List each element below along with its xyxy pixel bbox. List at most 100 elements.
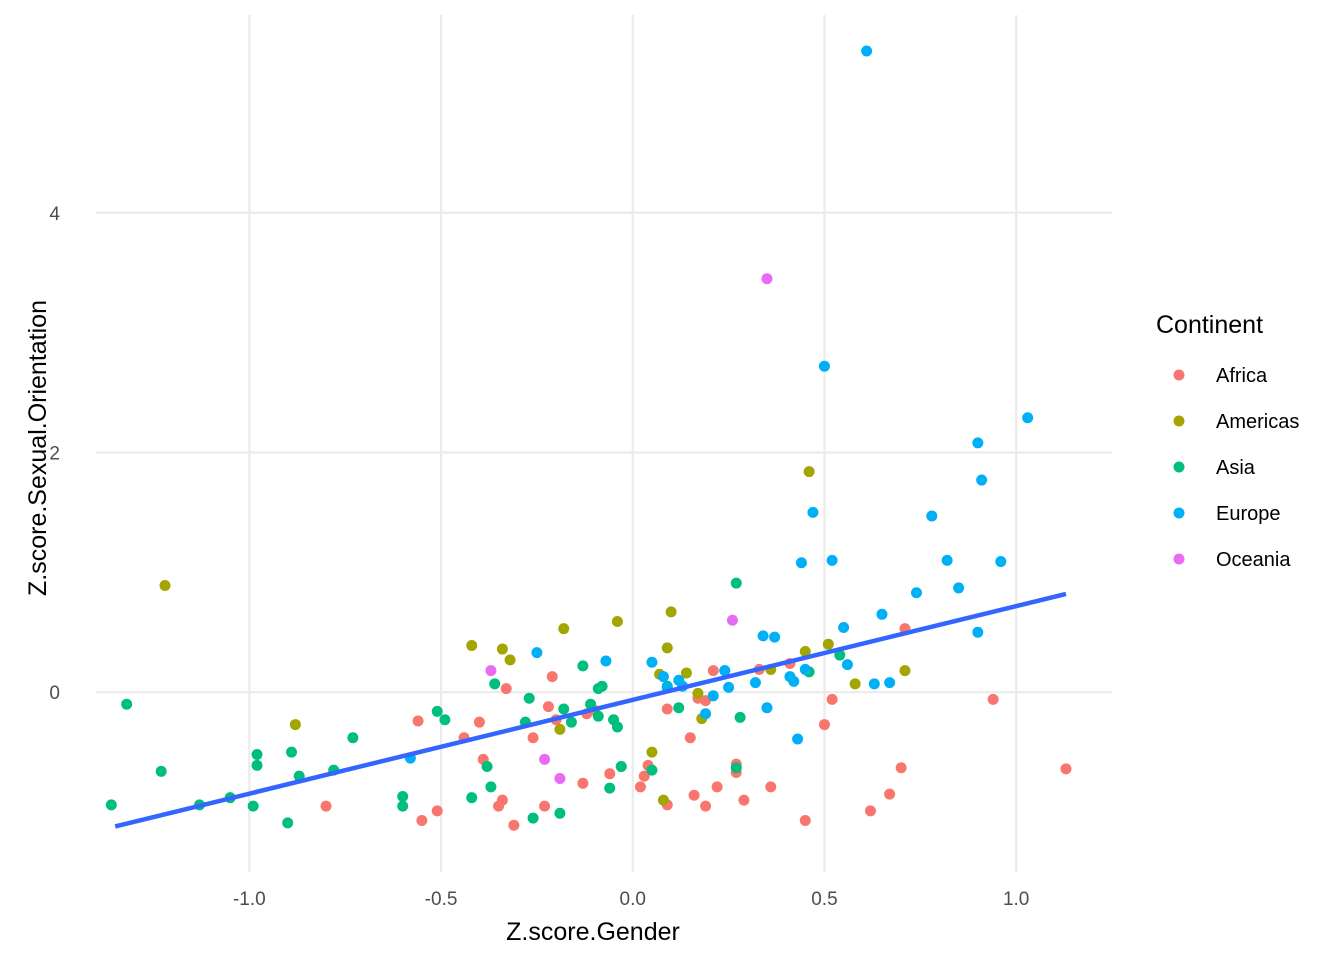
point-europe (926, 510, 938, 522)
point-asia (347, 732, 359, 744)
data-points (105, 45, 1072, 831)
point-africa (895, 762, 907, 774)
point-oceania (539, 753, 551, 765)
point-africa (604, 768, 616, 780)
point-africa (527, 732, 539, 744)
point-africa (634, 781, 646, 793)
point-africa (473, 716, 485, 728)
point-americas (496, 643, 508, 655)
point-africa (684, 732, 696, 744)
point-europe (749, 677, 761, 689)
point-asia (105, 799, 117, 811)
point-europe (646, 656, 658, 668)
point-asia (734, 711, 746, 723)
point-europe (841, 659, 853, 671)
point-asia (282, 817, 294, 829)
legend-key-africa (1173, 369, 1185, 381)
point-africa (542, 701, 554, 713)
point-americas (159, 580, 171, 592)
regression-line (114, 591, 1067, 829)
point-asia (485, 781, 497, 793)
point-africa (416, 814, 428, 826)
point-asia (615, 761, 627, 773)
point-africa (496, 794, 508, 806)
point-europe (910, 587, 922, 599)
point-africa (661, 703, 673, 715)
x-tick-label: 0.5 (811, 889, 837, 910)
point-asia (251, 749, 263, 761)
point-africa (826, 693, 838, 705)
point-asia (646, 764, 658, 776)
point-americas (665, 606, 677, 618)
point-europe (723, 681, 735, 693)
point-europe (799, 663, 811, 675)
point-asia (439, 714, 451, 726)
point-asia (431, 705, 443, 717)
point-europe (761, 702, 773, 714)
point-asia (596, 680, 608, 692)
point-europe (972, 626, 984, 638)
legend-items: Africa Americas Asia Europe Oceania (1173, 365, 1299, 571)
point-asia (558, 703, 570, 715)
legend-label-oceania: Oceania (1216, 549, 1291, 571)
point-asia (611, 721, 623, 733)
legend-label-europe: Europe (1216, 503, 1281, 525)
point-asia (523, 692, 535, 704)
point-asia (730, 762, 742, 774)
point-europe (995, 556, 1007, 568)
legend-key-oceania (1173, 553, 1185, 565)
point-asia (585, 698, 597, 710)
point-asia (554, 807, 566, 819)
point-asia (466, 792, 478, 804)
point-africa (987, 693, 999, 705)
point-africa (799, 814, 811, 826)
point-europe (707, 690, 719, 702)
y-tick-label: 0 (49, 683, 60, 704)
point-americas (289, 719, 301, 731)
point-africa (638, 770, 650, 782)
point-americas (822, 638, 834, 650)
point-europe (953, 582, 965, 594)
point-europe (826, 554, 838, 566)
point-asia (286, 746, 298, 758)
y-axis-ticks: 0 2 4 (49, 204, 60, 704)
point-europe (657, 671, 669, 683)
y-tick-label: 4 (49, 204, 60, 225)
point-americas (849, 678, 861, 690)
point-asia (247, 800, 259, 812)
point-asia (565, 716, 577, 728)
point-oceania (554, 773, 566, 785)
point-africa (431, 805, 443, 817)
regression-line-group (114, 591, 1067, 829)
point-asia (155, 765, 167, 777)
point-asia (481, 761, 493, 773)
legend-label-americas: Americas (1216, 411, 1299, 433)
legend-title: Continent (1156, 311, 1263, 339)
point-americas (466, 639, 478, 651)
point-europe (719, 665, 731, 677)
point-asia (489, 678, 501, 690)
point-africa (500, 683, 512, 695)
point-africa (818, 719, 830, 731)
legend-key-americas (1173, 415, 1185, 427)
point-americas (680, 667, 692, 679)
x-axis-ticks: -1.0 -0.5 0.0 0.5 1.0 (233, 889, 1029, 910)
point-europe (976, 474, 988, 486)
point-africa (546, 671, 558, 683)
legend-label-asia: Asia (1216, 457, 1256, 479)
point-americas (646, 746, 658, 758)
point-africa (700, 800, 712, 812)
y-axis-title: Z.score.Sexual.Orientation (24, 300, 52, 596)
legend-key-asia (1173, 461, 1185, 473)
point-asia (121, 698, 133, 710)
point-africa (711, 781, 723, 793)
point-africa (539, 800, 551, 812)
point-africa (412, 715, 424, 727)
point-asia (251, 759, 263, 771)
point-europe (941, 554, 953, 566)
point-oceania (761, 273, 773, 285)
point-asia (397, 790, 409, 802)
point-africa (864, 805, 876, 817)
point-africa (884, 788, 896, 800)
